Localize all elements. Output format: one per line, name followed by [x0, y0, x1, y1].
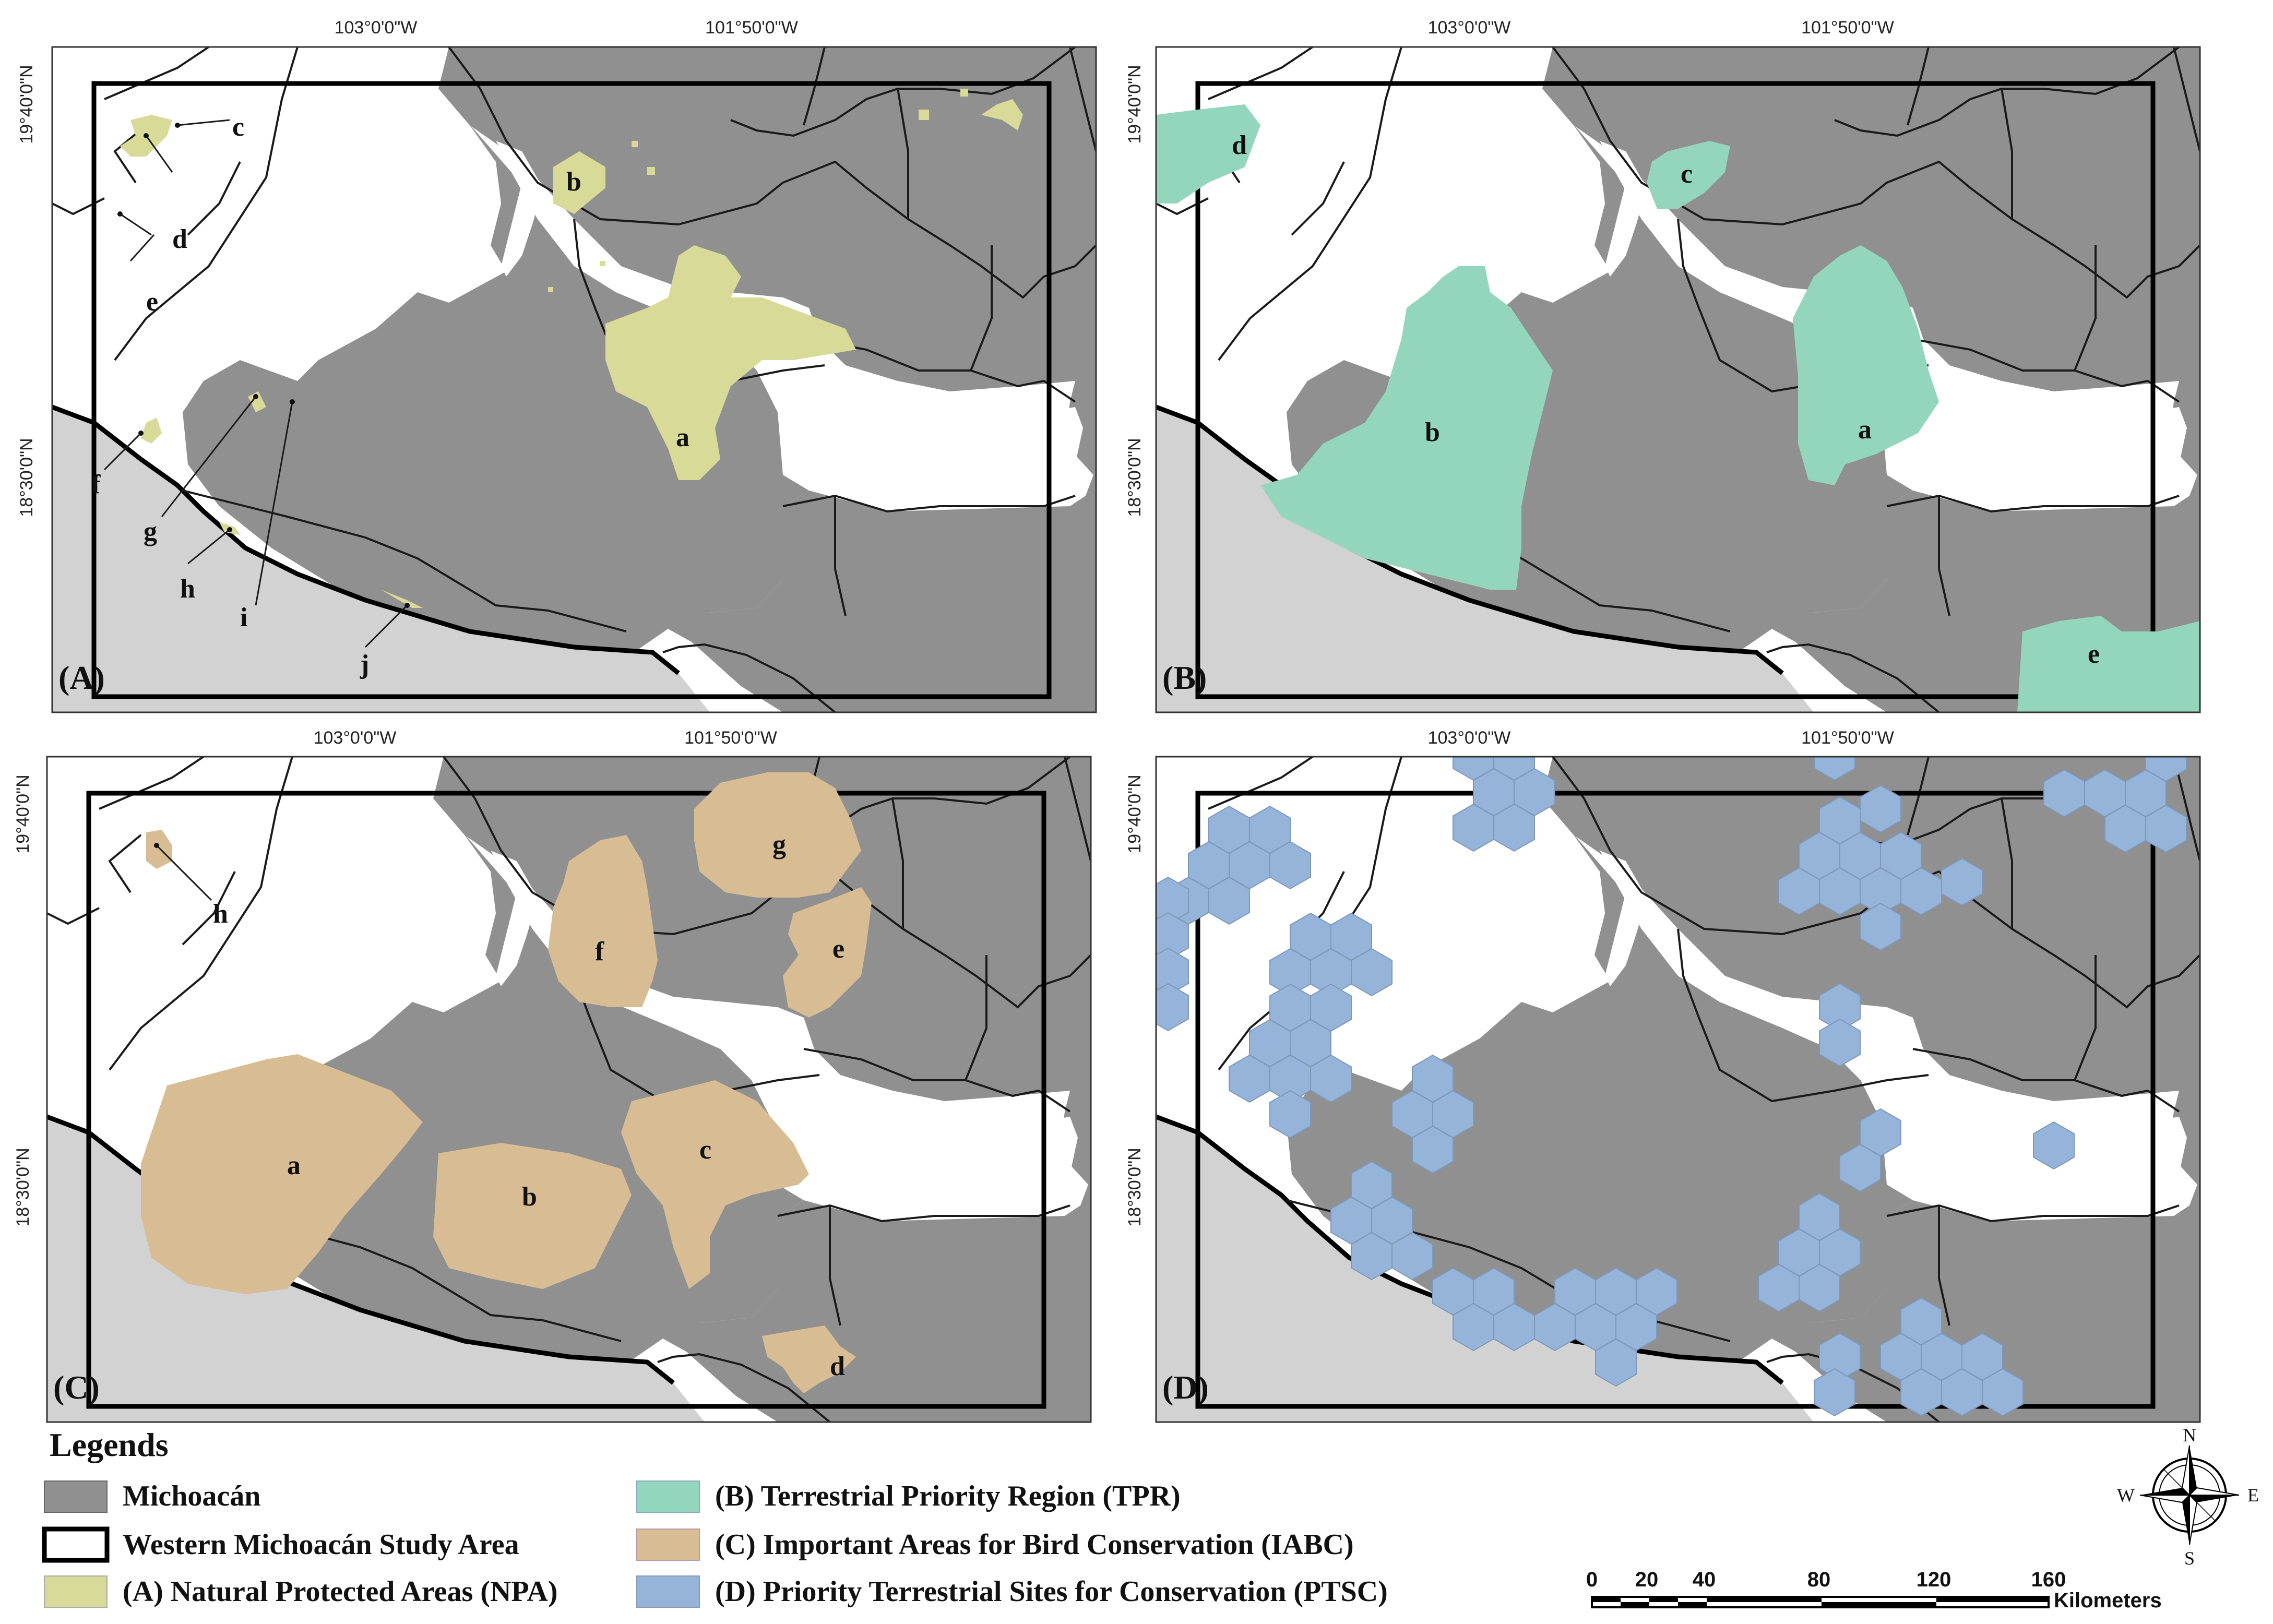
lon-label-east: 101°50'0"W [705, 18, 798, 38]
panel-label-c: (C) [53, 1369, 100, 1406]
scale-tick-80: 80 [1807, 1568, 1831, 1591]
area-label-i: i [240, 603, 247, 632]
legend-swatch-study-area [42, 1526, 110, 1563]
area-label-g: g [144, 517, 157, 546]
east-label: E [2247, 1485, 2259, 1506]
area-label-c: c [232, 112, 244, 142]
panel-label-a: (A) [58, 659, 105, 696]
lat-label-south: 18°30'0"N [1125, 438, 1145, 517]
area-label-b: b [522, 1182, 537, 1212]
north-arrow-icon: N E S W [2117, 1425, 2259, 1569]
lon-label-west: 103°0'0"W [314, 728, 397, 748]
lat-label-south: 18°30'0"N [17, 438, 37, 517]
area-label-d: d [172, 224, 187, 254]
legend-swatch-ptsc [636, 1575, 700, 1608]
lon-label-east: 101°50'0"W [684, 728, 777, 748]
north-label: N [2183, 1425, 2196, 1446]
lon-label-east: 101°50'0"W [1801, 728, 1894, 748]
area-label-b: b [1425, 417, 1440, 447]
scale-tick-20: 20 [1635, 1568, 1659, 1591]
area-label-a: a [287, 1151, 301, 1180]
lon-label-east: 101°50'0"W [1801, 18, 1894, 38]
area-label-e: e [146, 287, 158, 317]
scale-tick-120: 120 [1917, 1568, 1951, 1591]
legend-label-npa: (A) Natural Protected Areas (NPA) [123, 1575, 558, 1608]
lon-label-west: 103°0'0"W [1428, 728, 1511, 748]
area-label-e: e [832, 934, 844, 964]
scale-bar: 0 20 40 80 120 160 Kilometers [1586, 1568, 2162, 1612]
lat-label-south: 18°30'0"N [1125, 1148, 1145, 1226]
legend-swatch-michoacan [44, 1480, 108, 1513]
legend-swatch-tpr [636, 1480, 700, 1513]
legend-label-ptsc: (D) Priority Terrestrial Sites for Conse… [715, 1575, 1388, 1608]
legend-label-iabc: (C) Important Areas for Bird Conservatio… [715, 1529, 1354, 1561]
lat-label-north: 19°40'0"N [17, 65, 37, 144]
area-label-d: d [1232, 130, 1247, 160]
area-label-f: f [595, 937, 604, 966]
lon-label-west: 103°0'0"W [335, 18, 418, 38]
lat-label-north: 19°40'0"N [1125, 65, 1145, 144]
scale-tick-0: 0 [1586, 1568, 1598, 1591]
lat-label-north: 19°40'0"N [1125, 774, 1145, 853]
panel-a: a b c d e f g h i j (A) [51, 46, 1097, 713]
area-label-j: j [360, 650, 369, 679]
area-label-a: a [676, 423, 689, 452]
legend: Legends Michoacán Western Michoacán Stud… [42, 1426, 1388, 1608]
legend-label-tpr: (B) Terrestrial Priority Region (TPR) [715, 1480, 1181, 1512]
panel-label-b: (B) [1162, 659, 1207, 696]
area-label-b: b [566, 167, 581, 197]
area-label-h: h [180, 574, 195, 604]
area-label-f: f [91, 470, 101, 499]
legend-label-michoacan: Michoacán [123, 1480, 260, 1512]
panel-d: (D) [1155, 756, 2201, 1423]
area-label-h: h [213, 899, 228, 929]
panel-label-d: (D) [1162, 1369, 1209, 1406]
lon-label-west: 103°0'0"W [1428, 18, 1511, 38]
area-label-g: g [772, 830, 786, 859]
area-label-c: c [699, 1135, 711, 1165]
scale-tick-40: 40 [1693, 1568, 1716, 1591]
scale-unit: Kilometers [2054, 1589, 2162, 1612]
area-label-c: c [1681, 159, 1693, 189]
lat-label-north: 19°40'0"N [13, 774, 33, 853]
coordinate-labels: 103°0'0"W 101°50'0"W 103°0'0"W 101°50'0"… [13, 18, 1894, 1227]
panel-c: a b c d e f g h (C) [46, 756, 1092, 1423]
area-label-a: a [1858, 415, 1872, 445]
legend-label-study-area: Western Michoacán Study Area [123, 1529, 519, 1561]
legend-title: Legends [50, 1426, 169, 1463]
area-label-e: e [2088, 639, 2100, 669]
panel-b: a b c d e (B) [1155, 46, 2201, 713]
scale-tick-160: 160 [2031, 1568, 2066, 1591]
legend-swatch-npa [44, 1575, 108, 1608]
area-label-d: d [830, 1352, 845, 1381]
west-label: W [2117, 1485, 2135, 1506]
lat-label-south: 18°30'0"N [13, 1148, 33, 1226]
south-label: S [2184, 1548, 2195, 1569]
legend-swatch-iabc [636, 1529, 700, 1561]
